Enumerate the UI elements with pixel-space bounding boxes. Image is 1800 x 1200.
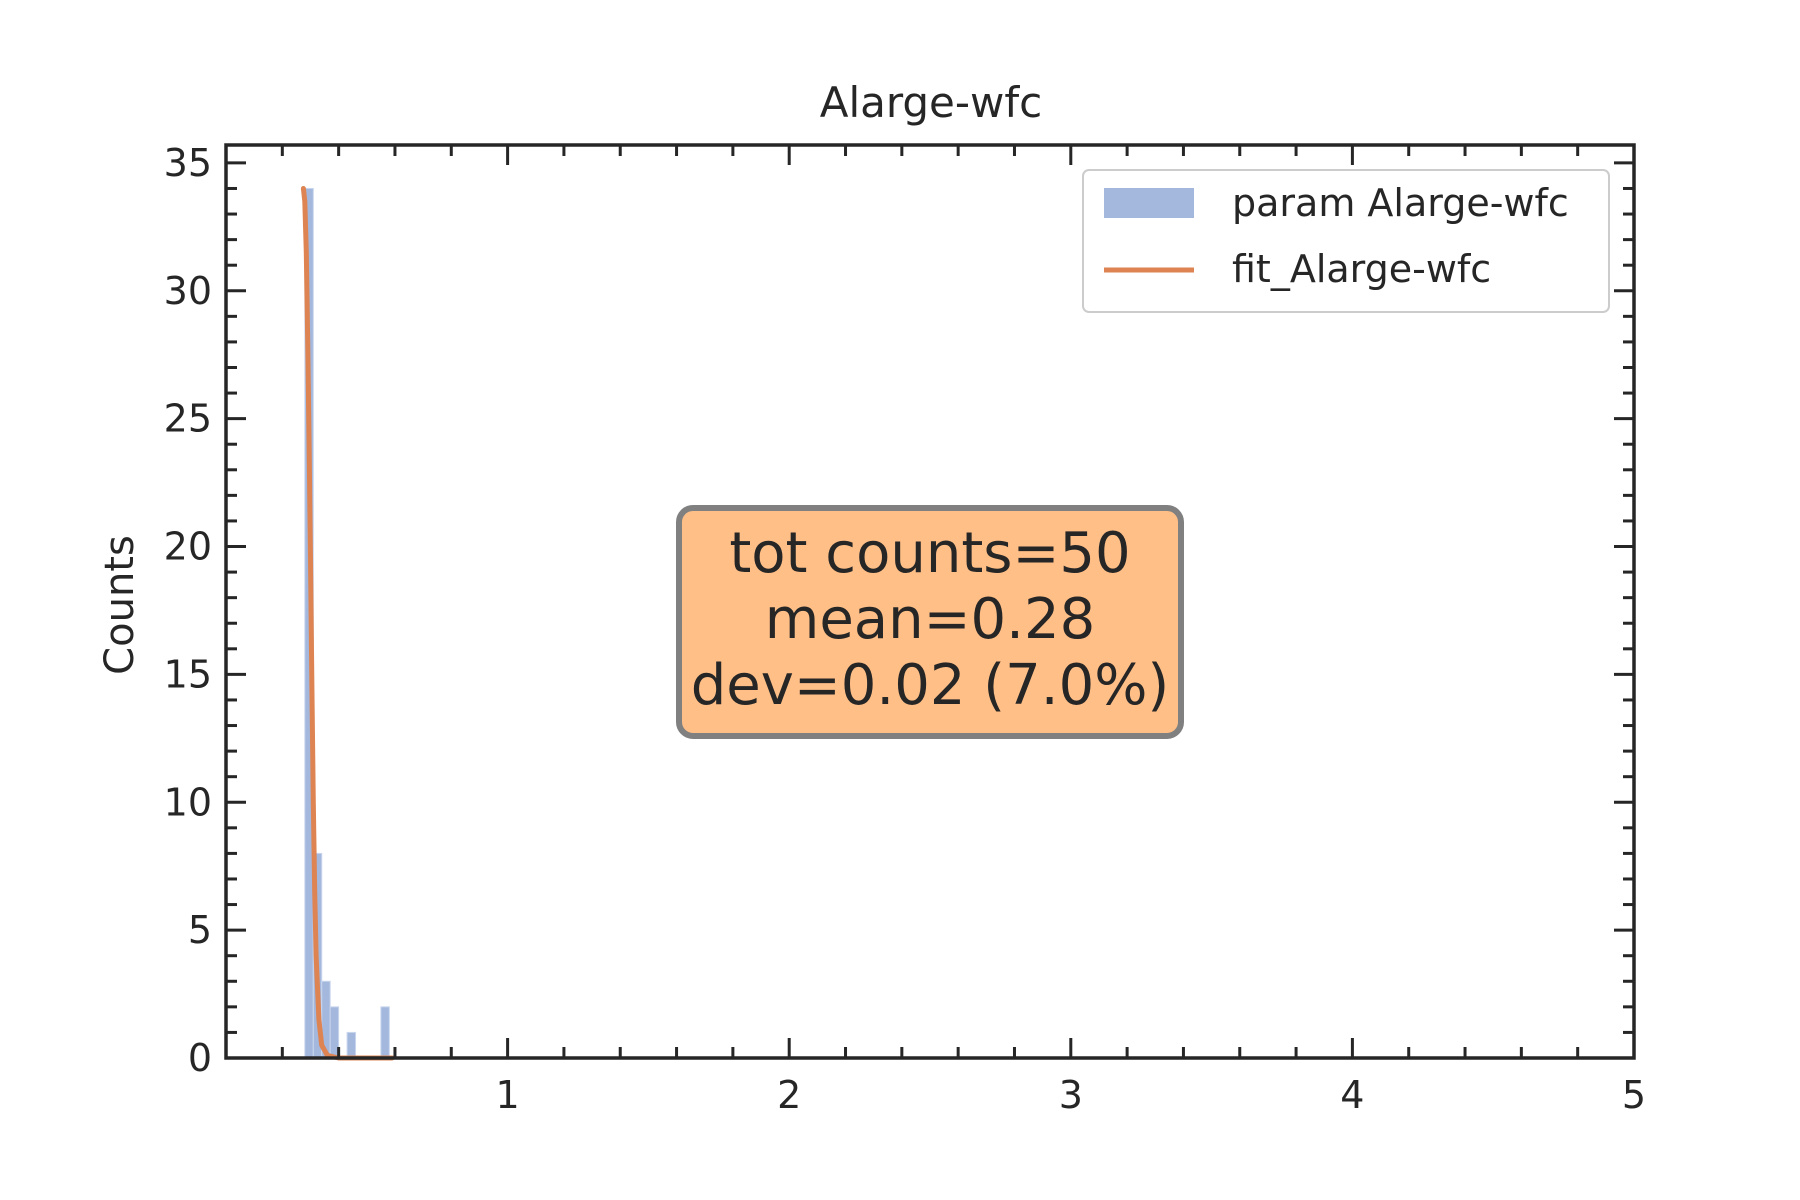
fit-curve-layer bbox=[300, 186, 395, 1061]
legend-swatch-histogram bbox=[1104, 188, 1194, 218]
y-tick-label: 5 bbox=[188, 908, 212, 952]
y-tick-label: 20 bbox=[164, 525, 212, 569]
y-tick-label: 35 bbox=[164, 141, 212, 185]
x-tick-label: 4 bbox=[1340, 1073, 1364, 1117]
axis-tick-labels: 1 2 3 4 5 0 5 10 15 20 25 30 35 bbox=[164, 141, 1646, 1117]
y-axis-label: Counts bbox=[97, 535, 143, 675]
legend: param Alarge-wfc fit_Alarge-wfc bbox=[1082, 169, 1610, 313]
y-tick-label: 10 bbox=[164, 780, 212, 824]
x-tick-label: 3 bbox=[1059, 1073, 1083, 1117]
histogram-bar bbox=[380, 1006, 390, 1059]
x-tick-label: 5 bbox=[1622, 1073, 1646, 1117]
legend-label-fit: fit_Alarge-wfc bbox=[1232, 247, 1491, 291]
y-tick-label: 30 bbox=[164, 269, 212, 313]
x-tick-label: 1 bbox=[496, 1073, 520, 1117]
legend-frame bbox=[1082, 169, 1610, 313]
stats-annotation: tot counts=50 mean=0.28 dev=0.02 (7.0%) bbox=[676, 505, 1184, 739]
y-tick-label: 0 bbox=[188, 1036, 212, 1080]
legend-label-histogram: param Alarge-wfc bbox=[1232, 181, 1569, 225]
stats-line-mean: mean=0.28 bbox=[765, 587, 1095, 652]
stats-box bbox=[676, 505, 1184, 739]
plot-frame bbox=[224, 143, 1636, 1060]
y-tick-label: 25 bbox=[164, 397, 212, 441]
x-tick-label: 2 bbox=[777, 1073, 801, 1117]
fit-curve bbox=[300, 186, 395, 1061]
y-tick-label: 15 bbox=[164, 652, 212, 696]
stats-line-total: tot counts=50 bbox=[729, 521, 1130, 586]
chart-title: Alarge-wfc bbox=[820, 78, 1043, 127]
histogram-bar bbox=[346, 1031, 357, 1059]
stats-line-dev: dev=0.02 (7.0%) bbox=[691, 653, 1170, 718]
